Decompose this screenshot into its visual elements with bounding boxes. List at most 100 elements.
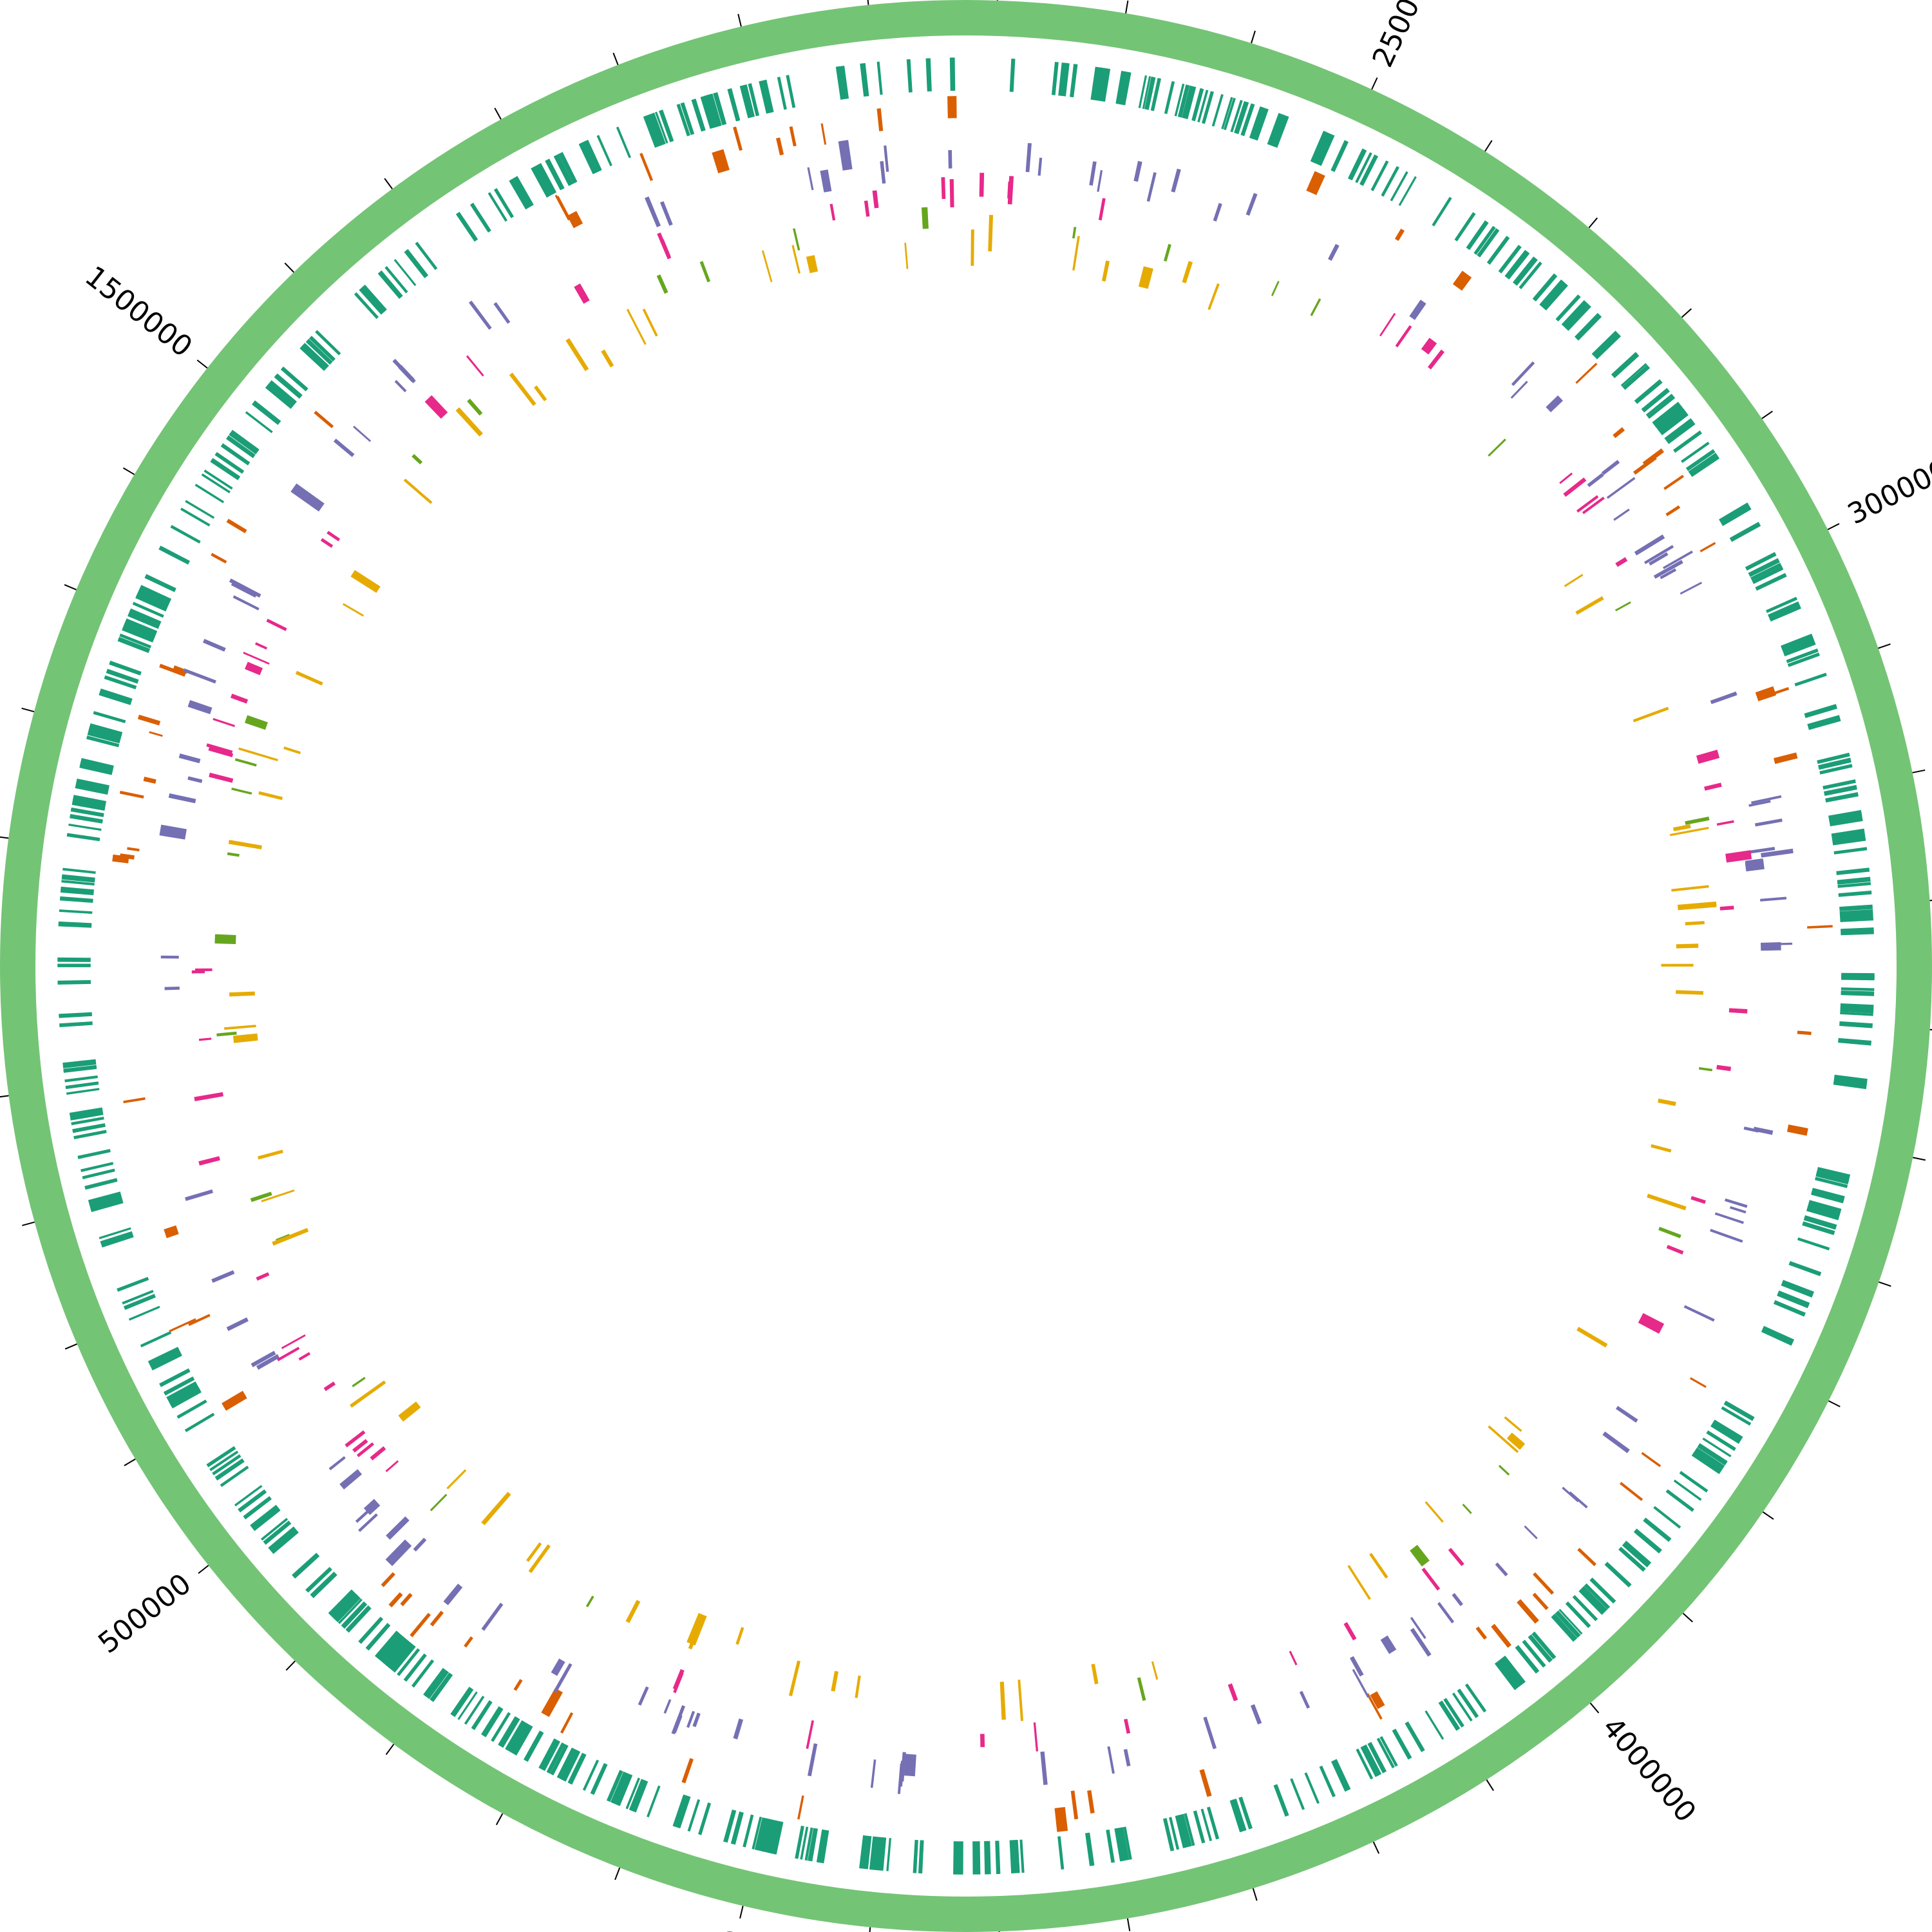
feature-mark <box>62 867 96 874</box>
feature-mark <box>1522 1640 1546 1668</box>
feature-mark <box>1331 1759 1349 1792</box>
feature-mark <box>1578 1586 1607 1615</box>
feature-mark <box>1634 534 1665 556</box>
feature-mark <box>1421 1567 1441 1591</box>
feature-mark <box>194 1092 223 1102</box>
feature-mark <box>350 1380 386 1408</box>
feature-mark <box>1410 1627 1432 1657</box>
feature-mark <box>596 135 612 167</box>
feature-mark <box>1828 810 1863 827</box>
feature-mark <box>713 92 727 126</box>
feature-mark <box>358 1616 384 1644</box>
feature-mark <box>1818 757 1852 770</box>
feature-mark <box>687 1799 701 1832</box>
feature-mark <box>283 746 301 755</box>
feature-mark <box>1745 858 1764 866</box>
feature-mark <box>1751 795 1782 804</box>
feature-mark <box>315 330 341 355</box>
feature-mark <box>1464 1683 1487 1713</box>
feature-mark <box>1618 1546 1646 1572</box>
feature-mark <box>999 1681 1006 1720</box>
feature-mark <box>232 595 260 611</box>
track-4 <box>191 173 1752 1752</box>
feature-mark <box>1072 227 1077 239</box>
feature-mark <box>1788 1262 1821 1276</box>
feature-mark <box>1666 421 1696 444</box>
feature-mark <box>1661 963 1694 967</box>
feature-mark <box>1683 1305 1715 1322</box>
feature-mark <box>1837 882 1871 888</box>
feature-mark <box>238 747 278 762</box>
feature-mark <box>188 1314 211 1327</box>
feature-mark <box>1392 1728 1412 1760</box>
feature-mark <box>328 1456 346 1471</box>
feature-mark <box>1432 196 1452 227</box>
feature-mark <box>1410 1616 1426 1639</box>
feature-mark <box>1748 800 1771 807</box>
feature-mark <box>455 211 478 242</box>
feature-mark <box>752 1816 762 1850</box>
feature-mark <box>1150 78 1162 111</box>
feature-mark <box>1672 824 1691 831</box>
feature-mark <box>1803 1217 1837 1230</box>
feature-mark <box>1677 901 1717 911</box>
feature-mark <box>224 1025 256 1030</box>
tick-mark <box>1252 1888 1258 1901</box>
feature-mark <box>365 1623 391 1651</box>
tick-mark <box>0 1095 9 1098</box>
feature-mark <box>807 167 814 191</box>
feature-mark <box>1662 550 1693 569</box>
feature-mark <box>394 380 407 393</box>
feature-mark <box>1765 687 1790 697</box>
feature-mark <box>87 725 122 744</box>
feature-mark <box>1752 565 1783 583</box>
feature-mark <box>75 778 109 795</box>
feature-mark <box>1349 1656 1364 1677</box>
feature-mark <box>1839 904 1873 911</box>
feature-mark <box>77 1149 111 1159</box>
feature-mark <box>268 1526 299 1555</box>
feature-mark <box>869 1836 884 1871</box>
tick-mark <box>1484 140 1493 152</box>
feature-mark <box>1462 1503 1472 1514</box>
feature-mark <box>66 833 100 842</box>
feature-mark <box>553 155 571 186</box>
feature-mark <box>212 1454 242 1475</box>
feature-mark <box>251 1350 276 1367</box>
feature-mark <box>560 1712 574 1734</box>
feature-mark <box>1602 1431 1630 1454</box>
feature-mark <box>64 1075 98 1083</box>
feature-mark <box>1040 1751 1048 1785</box>
feature-mark <box>1367 1741 1387 1774</box>
feature-mark <box>1546 395 1563 413</box>
feature-mark <box>789 126 797 147</box>
feature-mark <box>754 1817 765 1851</box>
feature-mark <box>62 1059 96 1065</box>
feature-mark <box>583 140 600 173</box>
feature-mark <box>1506 1432 1526 1450</box>
feature-mark <box>582 1759 600 1791</box>
feature-mark <box>550 1744 569 1776</box>
feature-mark <box>1823 784 1857 796</box>
feature-mark <box>1774 752 1798 764</box>
feature-mark <box>541 1688 563 1718</box>
tick-mark <box>1126 1918 1131 1931</box>
feature-mark <box>1721 1406 1752 1426</box>
feature-mark <box>1334 1759 1351 1790</box>
feature-mark <box>280 366 308 392</box>
feature-mark <box>158 545 191 565</box>
feature-mark <box>1512 256 1537 285</box>
feature-mark <box>1633 1528 1662 1554</box>
feature-mark <box>1175 1815 1187 1848</box>
feature-mark <box>1328 243 1340 261</box>
feature-mark <box>194 484 225 504</box>
feature-mark <box>1107 1746 1115 1774</box>
tick-mark <box>867 0 869 5</box>
tick-label: 2500000 <box>1367 0 1450 72</box>
feature-mark <box>446 1469 467 1490</box>
feature-mark <box>1162 1818 1174 1852</box>
feature-mark <box>1211 94 1224 127</box>
feature-mark <box>209 772 234 783</box>
feature-mark <box>1138 75 1148 109</box>
tick-mark <box>869 1927 871 1932</box>
